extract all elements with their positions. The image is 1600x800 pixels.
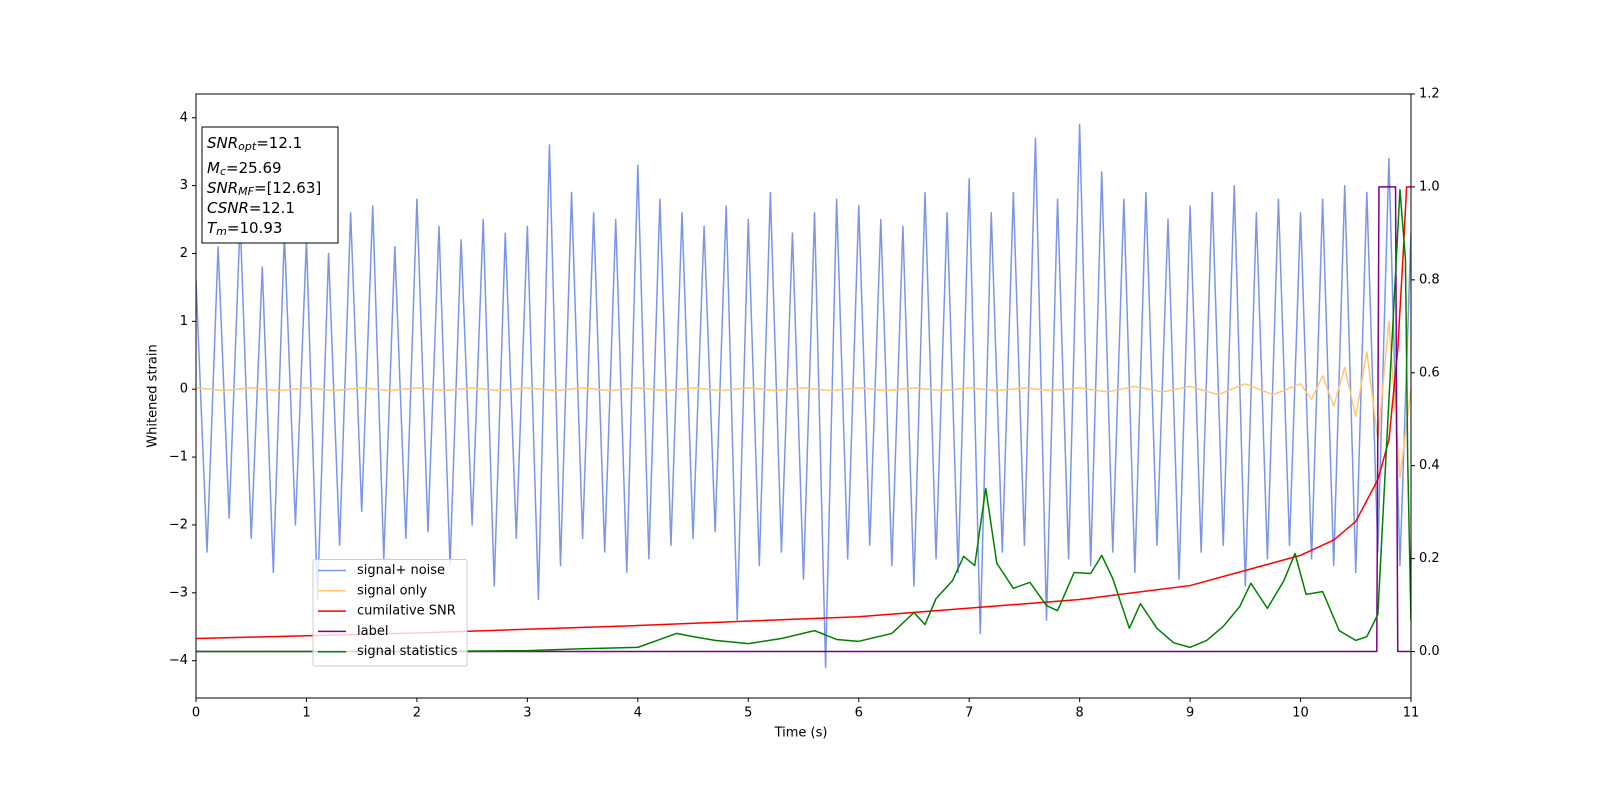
series-line xyxy=(196,186,1411,653)
legend-label: signal only xyxy=(357,583,427,598)
legend-label: label xyxy=(357,624,388,639)
y-tick-label: 4 xyxy=(180,110,188,125)
annotation-subscript: m xyxy=(216,225,227,238)
annotation-value: =25.69 xyxy=(226,159,282,177)
y2-tick-label: 0.4 xyxy=(1419,458,1440,473)
legend-label: cumilative SNR xyxy=(357,604,456,619)
y-tick-label: −4 xyxy=(169,653,188,668)
y-tick-label: −3 xyxy=(169,585,188,600)
legend-box xyxy=(312,559,468,667)
annotation-value: =[12.63] xyxy=(254,179,321,197)
plot-frame xyxy=(195,93,1412,699)
series-line xyxy=(196,188,1411,653)
annotation-subscript: c xyxy=(220,165,226,178)
annotation-value: =12.1 xyxy=(249,199,295,217)
x-tick-label: 8 xyxy=(1075,706,1083,721)
annotation: CSNR=12.1 xyxy=(207,199,295,217)
annotation: Mc=25.69 xyxy=(207,159,282,179)
x-tick-label: 7 xyxy=(965,706,973,721)
x-tick-label: 11 xyxy=(1403,706,1420,721)
annotation: SNRMF=[12.63] xyxy=(207,179,321,199)
y2-tick-label: 1.0 xyxy=(1419,179,1440,194)
x-tick-label: 2 xyxy=(413,706,421,721)
x-tick-label: 3 xyxy=(523,706,531,721)
x-tick-label: 9 xyxy=(1186,706,1194,721)
y-tick-label: 3 xyxy=(180,178,188,193)
annotation-box xyxy=(201,126,339,244)
annotation-symbol: M xyxy=(207,159,220,177)
x-tick-label: 4 xyxy=(634,706,642,721)
x-axis-label: Time (s) xyxy=(774,726,828,741)
series-line xyxy=(196,320,1411,479)
annotation-symbol: SNR xyxy=(207,179,238,197)
x-tick-label: 10 xyxy=(1292,706,1309,721)
annotation-symbol: SNR xyxy=(207,134,238,152)
y2-tick-label: 0.8 xyxy=(1419,272,1440,287)
annotation-symbol: T xyxy=(207,219,218,237)
y2-tick-label: 0.6 xyxy=(1419,365,1440,380)
y-tick-label: −1 xyxy=(169,450,188,465)
series-line xyxy=(196,186,1411,640)
annotation-value: =10.93 xyxy=(227,219,283,237)
x-tick-label: 0 xyxy=(192,706,200,721)
y-tick-label: 0 xyxy=(180,382,188,397)
y-tick-label: 1 xyxy=(180,314,188,329)
legend-label: signal+ noise xyxy=(357,563,445,578)
y2-tick-label: 0.2 xyxy=(1419,551,1440,566)
annotation: SNRopt=12.1 xyxy=(207,134,302,154)
x-tick-label: 6 xyxy=(855,706,863,721)
series-line xyxy=(196,123,1411,669)
x-tick-label: 1 xyxy=(302,706,310,721)
x-tick-label: 5 xyxy=(744,706,752,721)
annotation-subscript: opt xyxy=(238,140,257,153)
annotation-subscript: MF xyxy=(238,185,254,198)
annotation: Tm=10.93 xyxy=(207,219,282,239)
y-tick-label: −2 xyxy=(169,517,188,532)
annotation-value: =12.1 xyxy=(256,134,302,152)
y-tick-label: 2 xyxy=(180,246,188,261)
legend-label: signal statistics xyxy=(357,644,458,659)
y2-tick-label: 1.2 xyxy=(1419,87,1440,102)
annotation-symbol: CSNR xyxy=(207,199,249,217)
y2-tick-label: 0.0 xyxy=(1419,644,1440,659)
y-axis-label: Whitened strain xyxy=(146,344,161,447)
